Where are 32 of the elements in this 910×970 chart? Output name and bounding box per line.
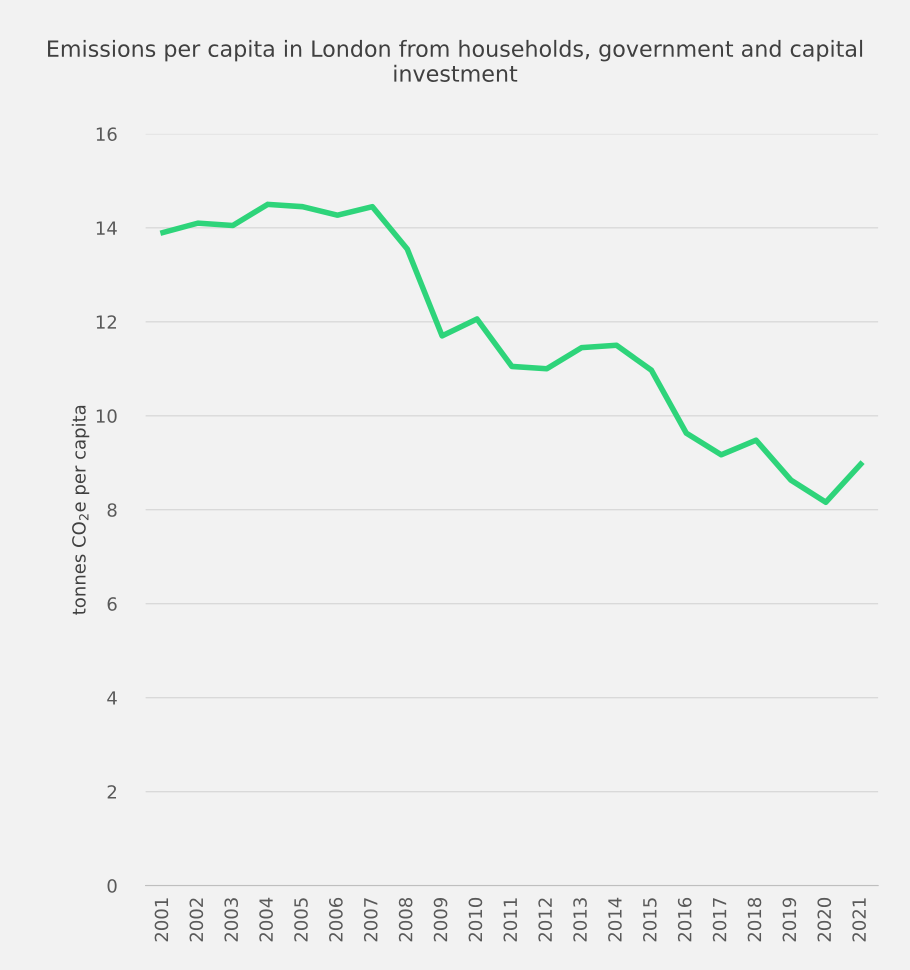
x-tick-label: 2020 [817, 898, 832, 942]
x-tick-label: 2004 [259, 898, 273, 942]
y-tick-label: 10 [96, 409, 117, 423]
x-tick-label: 2021 [852, 898, 866, 942]
x-tick-label: 2009 [434, 898, 448, 942]
y-tick-label: 2 [108, 785, 116, 798]
x-tick-label: 2015 [642, 898, 657, 942]
x-tick-label: 2011 [503, 898, 518, 942]
x-tick-label: 2002 [190, 898, 204, 942]
chart-title: Emissions per capita in London from households, government and capital investment [48, 40, 862, 82]
x-tick-label: 2007 [364, 898, 378, 942]
x-tick-label: 2003 [224, 898, 238, 942]
x-tick-label: 2012 [538, 898, 552, 942]
x-tick-label: 2010 [468, 898, 482, 942]
x-tick-label: 2019 [782, 898, 796, 942]
x-tick-label: 2016 [678, 898, 692, 942]
y-axis-title: tonnes CO$_{2}$e per capita [72, 406, 90, 615]
y-tick-label: 8 [108, 503, 117, 517]
x-tick-label: 2005 [294, 898, 308, 942]
y-tick-label: 16 [96, 127, 117, 141]
x-tick-label: 2018 [748, 898, 762, 942]
x-tick-label: 2006 [329, 898, 343, 942]
y-tick-label: 4 [107, 691, 117, 705]
y-tick-label: 0 [108, 879, 117, 893]
x-tick-label: 2001 [154, 898, 168, 942]
x-tick-label: 2017 [712, 898, 726, 942]
x-tick-label: 2008 [398, 898, 412, 942]
y-tick-label: 6 [108, 597, 117, 611]
x-tick-label: 2014 [608, 898, 622, 942]
y-tick-label: 14 [96, 222, 117, 235]
x-tick-label: 2013 [573, 898, 587, 942]
y-tick-label: 12 [96, 315, 116, 329]
